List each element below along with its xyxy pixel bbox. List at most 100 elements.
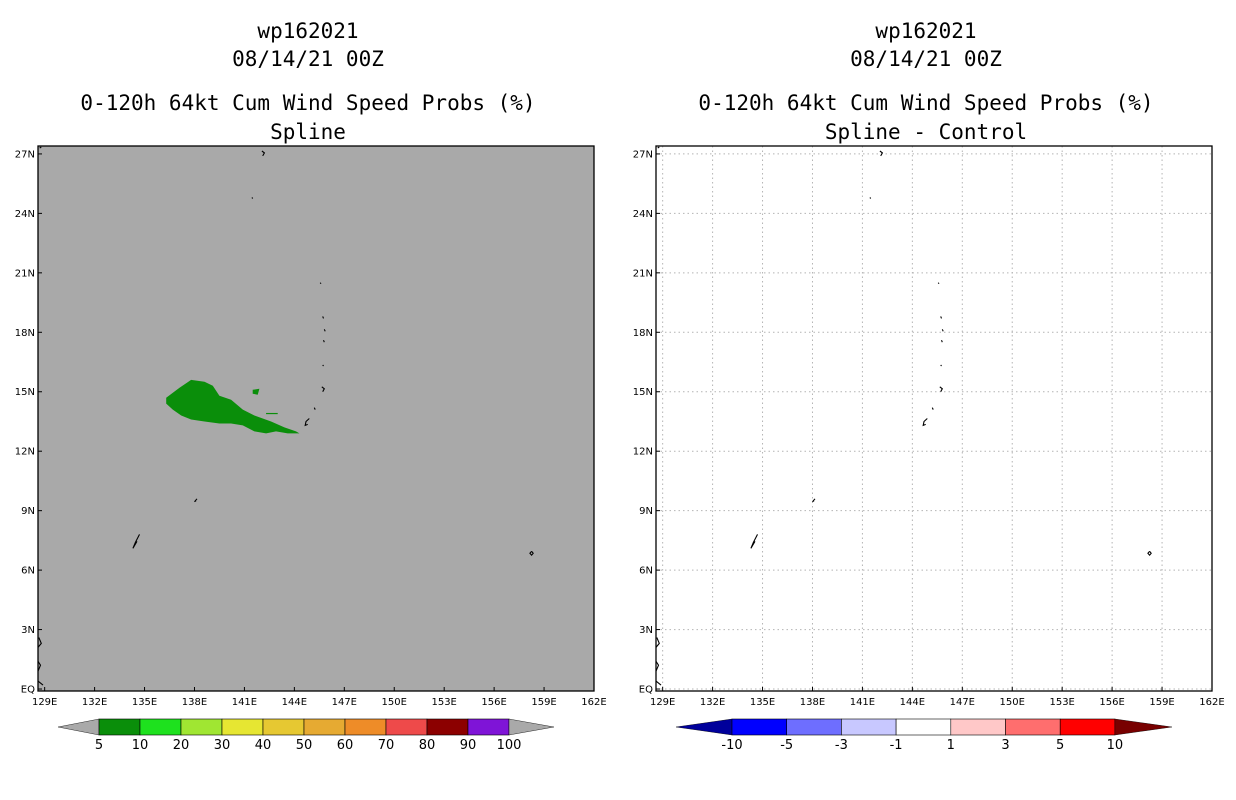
colorbar-swatch	[1059, 718, 1116, 736]
lat-label: 3N	[639, 625, 653, 636]
lat-label: 24N	[15, 209, 35, 220]
island-outline	[319, 282, 322, 285]
right-map-background	[656, 146, 1212, 691]
colorbar-label: 50	[296, 738, 313, 753]
left-map-frame	[37, 145, 595, 692]
colorbar-high-end	[508, 718, 555, 736]
island-outline	[323, 329, 326, 332]
island-outline	[529, 550, 534, 557]
lon-label: 138E	[182, 697, 207, 708]
colorbar-swatch	[426, 718, 469, 736]
colorbar-label: 10	[1107, 738, 1124, 753]
lon-label: 162E	[581, 697, 606, 708]
island-outline	[322, 316, 325, 319]
lat-label: 21N	[15, 268, 35, 279]
colorbar-swatch	[385, 718, 428, 736]
lon-label: 132E	[82, 697, 107, 708]
island-outline	[321, 386, 326, 392]
colorbar-label: 80	[419, 738, 436, 753]
lon-label: 150E	[382, 697, 407, 708]
right-title-subtitle: Spline - Control	[824, 120, 1028, 144]
lon-label: 153E	[1049, 697, 1074, 708]
island-outline	[869, 197, 872, 199]
colorbar-label: 60	[337, 738, 354, 753]
lat-label: 27N	[633, 149, 653, 160]
colorbar-label: -3	[835, 738, 848, 753]
left-title-storm-id: wp162021	[257, 19, 359, 43]
colorbar-label: -5	[780, 738, 793, 753]
colorbar-label: 10	[132, 738, 149, 753]
right-title-product: 0-120h 64kt Cum Wind Speed Probs (%)	[698, 91, 1154, 115]
lat-label: 9N	[639, 506, 653, 517]
left-colorbar: 5 10 20 30 40 50 60 70 80 90 100	[57, 718, 555, 753]
right-colorbar: -10 -5 -3 -1 1 3 5 10	[675, 718, 1173, 753]
lat-label: 21N	[633, 268, 653, 279]
right-title-datetime: 08/14/21 00Z	[850, 47, 1002, 71]
colorbar-swatch	[139, 718, 182, 736]
lon-label: 162E	[1199, 697, 1224, 708]
colorbar-swatch	[180, 718, 223, 736]
colorbar-label: -10	[721, 738, 742, 753]
island-outline	[879, 150, 884, 157]
colorbar-swatch	[467, 718, 510, 736]
colorbar-swatch	[98, 718, 141, 736]
colorbar-swatch	[786, 718, 842, 736]
colorbar-label: 20	[173, 738, 190, 753]
island-outline	[812, 498, 816, 503]
left-coastlines	[37, 146, 534, 686]
lat-label: EQ	[639, 685, 653, 696]
colorbar-label: 1	[947, 738, 955, 753]
lat-label: 18N	[15, 328, 35, 339]
island-outline	[37, 661, 42, 672]
island-outline	[37, 680, 44, 686]
island-outline	[937, 282, 940, 285]
lon-label: 135E	[132, 697, 157, 708]
lon-label: 141E	[232, 697, 257, 708]
lon-label: 129E	[32, 697, 57, 708]
island-outline	[655, 680, 662, 686]
colorbar-label: 30	[214, 738, 231, 753]
lat-label: 3N	[21, 625, 35, 636]
island-outline	[132, 534, 140, 549]
left-title-product: 0-120h 64kt Cum Wind Speed Probs (%)	[80, 91, 536, 115]
lon-label: 135E	[750, 697, 775, 708]
lon-label: 147E	[332, 697, 357, 708]
colorbar-swatch	[221, 718, 264, 736]
lon-label: 144E	[900, 697, 925, 708]
left-map-background	[38, 146, 594, 691]
probability-patch-5-10	[252, 388, 260, 395]
lat-label: 15N	[15, 387, 35, 398]
colorbar-swatch	[950, 718, 1006, 736]
island-outline	[940, 364, 942, 367]
lat-label: 6N	[639, 566, 653, 577]
lon-label: 141E	[850, 697, 875, 708]
island-outline	[750, 534, 758, 549]
colorbar-swatch	[303, 718, 346, 736]
island-outline	[304, 418, 310, 427]
lon-label: 153E	[431, 697, 456, 708]
right-coastlines	[655, 146, 1152, 686]
island-outline	[322, 364, 324, 367]
lon-label: 156E	[1099, 697, 1124, 708]
lat-label: 9N	[21, 506, 35, 517]
right-title-storm-id: wp162021	[875, 19, 977, 43]
colorbar-swatch	[841, 718, 897, 736]
lat-label: 27N	[15, 149, 35, 160]
island-outline	[941, 329, 944, 332]
left-title-datetime: 08/14/21 00Z	[232, 47, 384, 71]
island-outline	[251, 197, 254, 199]
island-outline	[655, 661, 660, 672]
colorbar-swatch	[262, 718, 305, 736]
island-outline	[931, 407, 934, 410]
island-outline	[313, 407, 316, 410]
island-outline	[657, 146, 660, 149]
right-gridlines	[656, 146, 1212, 691]
colorbar-low-end	[57, 718, 100, 736]
colorbar-low-end	[675, 718, 733, 736]
island-outline	[194, 498, 198, 503]
